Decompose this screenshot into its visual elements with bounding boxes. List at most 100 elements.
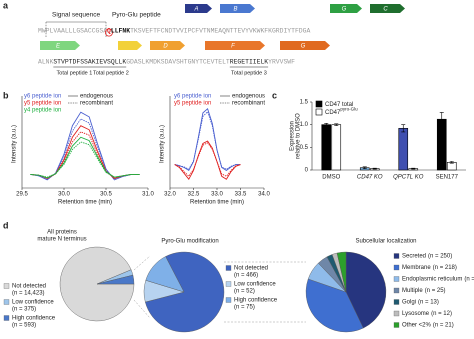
domain-arrow xyxy=(40,41,80,50)
sequence-segment: IEVSQLLK xyxy=(96,59,127,66)
legend-name: CD47 xyxy=(325,110,341,116)
legend-value: (n = 218) xyxy=(433,265,457,271)
legend-label: Not detected xyxy=(12,284,46,290)
legend-label: y5 peptide ion xyxy=(24,101,61,107)
domain-label: D xyxy=(163,44,168,50)
legend-swatch xyxy=(225,281,232,287)
peptide-label: Total peptide 1 xyxy=(57,70,93,76)
legend-value: (n = 12) xyxy=(431,311,452,317)
legend-label: y6 peptide ion xyxy=(174,94,211,100)
y-tick-label: 1.5 xyxy=(300,100,309,106)
legend-swatch xyxy=(3,315,10,321)
x-tick-label: 30.5 xyxy=(100,192,112,198)
domain-label: G xyxy=(342,7,347,13)
legend-label: Membrane xyxy=(402,265,431,271)
panel-label: d xyxy=(3,220,9,230)
legend-value: (n = 466) xyxy=(234,273,258,279)
legend-name: CD47 total xyxy=(325,102,353,108)
legend-label: Lysosome xyxy=(402,311,430,317)
legend-swatch xyxy=(393,322,400,328)
error-bar xyxy=(401,124,406,133)
legend-value: (n = 44) xyxy=(464,277,474,283)
peptide-label: Total peptide 2 xyxy=(93,70,129,76)
pie-slice xyxy=(145,256,185,293)
sequence-segment: Q xyxy=(107,28,111,35)
sequence-segment: YRVVSWF xyxy=(268,59,295,66)
domain-arrow xyxy=(205,41,265,50)
domain-label: F xyxy=(231,44,235,50)
x-tick-label: 32.5 xyxy=(188,192,200,198)
panel-label: a xyxy=(3,0,9,10)
error-bar xyxy=(411,167,416,170)
legend-label: Other <2% xyxy=(402,323,432,329)
legend-label: endogenous xyxy=(232,94,265,100)
legend-swatch xyxy=(315,108,323,116)
pie-slice xyxy=(305,278,364,333)
legend-label: y6 peptide ion xyxy=(24,94,61,100)
intensity-line xyxy=(30,141,140,178)
domain-label: C xyxy=(383,7,388,13)
x-tick-label: 33.5 xyxy=(235,192,247,198)
domain-arrow xyxy=(220,4,255,13)
x-axis-label: Retention time (min) xyxy=(190,200,244,206)
panel-label: c xyxy=(272,90,277,100)
error-bar xyxy=(324,123,329,127)
intensity-line xyxy=(30,118,140,180)
error-bar xyxy=(449,161,454,164)
bar xyxy=(436,118,447,171)
bar xyxy=(331,124,342,171)
domain-arrow xyxy=(330,4,362,13)
legend-label: High confidence xyxy=(12,316,56,322)
x-tick-label: SEN177 xyxy=(436,175,459,181)
domain-label: B xyxy=(233,7,237,13)
legend-superscript: pyro-Glu xyxy=(340,107,358,112)
legend-label: Golgi xyxy=(402,300,416,306)
pie-title: Subcellular localization xyxy=(355,239,416,245)
error-bar xyxy=(362,166,367,169)
legend-value: (n = 13) xyxy=(418,300,439,306)
y-axis-label: Expression xyxy=(290,121,296,151)
bar xyxy=(321,124,332,171)
connector xyxy=(133,255,151,271)
domain-label: A xyxy=(193,7,198,13)
x-tick-label: 30.0 xyxy=(58,192,70,198)
domain-arrow xyxy=(185,4,212,13)
legend-swatch xyxy=(393,253,400,259)
pyro-marker xyxy=(104,28,113,37)
domain-arrow xyxy=(370,4,405,13)
intensity-line xyxy=(174,140,241,181)
x-tick-label: 32.0 xyxy=(164,192,176,198)
domain-arrow xyxy=(150,41,185,50)
legend-swatch xyxy=(225,297,232,303)
legend-label: Multiple xyxy=(402,288,423,294)
legend-value: (n = 52) xyxy=(234,289,255,295)
legend-label: endogenous xyxy=(80,94,113,100)
y-axis-label: relative to DMSO xyxy=(296,113,302,159)
domain-label: E xyxy=(56,44,61,50)
sequence-segment: REGETIIELK xyxy=(230,59,269,66)
y-axis-label: Intensity (a.u.) xyxy=(160,125,166,163)
legend-label: Not detected xyxy=(234,266,268,272)
legend-label: High confidence xyxy=(234,298,278,304)
legend-label: Secreted xyxy=(402,254,426,260)
pie-slice xyxy=(345,251,387,329)
axis xyxy=(169,96,264,189)
sequence-segment: LLFNK xyxy=(111,28,130,35)
pie-title: mature N terminus xyxy=(37,237,86,243)
legend-label: CD47pyro-Glu xyxy=(325,107,358,116)
legend-label: y5 peptide ion xyxy=(174,101,211,107)
y-tick-label: 0 xyxy=(305,168,309,174)
x-tick-label: 29.5 xyxy=(16,192,28,198)
x-tick-label: 31.0 xyxy=(142,192,154,198)
connector xyxy=(133,299,151,319)
legend-swatch xyxy=(3,283,10,289)
legend-value: (n = 593) xyxy=(12,323,36,329)
legend-swatch xyxy=(225,265,232,271)
legend-label: Endoplasmic reticulum xyxy=(402,277,462,283)
legend-value: (n = 25) xyxy=(425,288,446,294)
intensity-line xyxy=(174,142,241,177)
sequence-segment: ALNK xyxy=(38,59,54,66)
pie-title: Pyro-Glu modification xyxy=(161,239,218,245)
sequence-segment: STVPTDFSSAK xyxy=(53,59,95,66)
